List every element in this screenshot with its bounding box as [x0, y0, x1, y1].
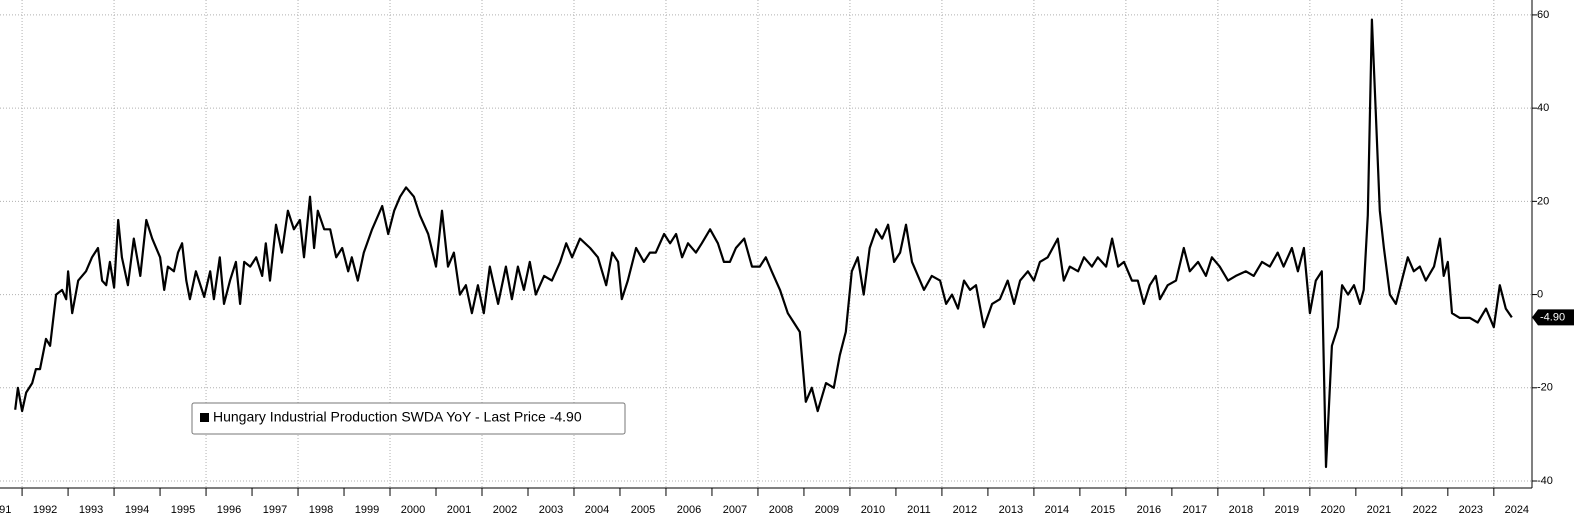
x-tick-label: 2012: [953, 504, 977, 516]
x-tick-label: 2023: [1459, 504, 1483, 516]
x-tick-label: 2007: [723, 504, 747, 516]
x-tick-label: 2024: [1505, 504, 1529, 516]
x-tick-label: 1995: [171, 504, 195, 516]
x-tick-label: 2003: [539, 504, 563, 516]
x-tick-label: 1993: [79, 504, 103, 516]
x-tick-label: 2021: [1367, 504, 1391, 516]
x-tick-label: 2009: [815, 504, 839, 516]
legend: Hungary Industrial Production SWDA YoY -…: [191, 402, 626, 435]
last-price-label: -4.90: [1540, 311, 1565, 323]
x-tick-label: 2018: [1229, 504, 1253, 516]
legend-label: Hungary Industrial Production SWDA YoY -…: [213, 409, 582, 425]
y-tick-label: 0: [1537, 288, 1543, 300]
y-tick-label: 20: [1537, 195, 1549, 207]
x-tick-label: 1999: [355, 504, 379, 516]
x-tick-label: 2015: [1091, 504, 1115, 516]
y-tick-label: 60: [1537, 9, 1549, 21]
x-tick-label: 1996: [217, 504, 241, 516]
x-tick-label: 2010: [861, 504, 885, 516]
x-tick-label: 1997: [263, 504, 287, 516]
x-tick-label: 2016: [1137, 504, 1161, 516]
x-tick-label: 2019: [1275, 504, 1299, 516]
x-tick-label: 2005: [631, 504, 655, 516]
line-series: [14, 18, 1513, 469]
x-tick-label: 2022: [1413, 504, 1437, 516]
x-tick-label: 2000: [401, 504, 425, 516]
x-tick-label: 2006: [677, 504, 701, 516]
x-tick-label: 2014: [1045, 504, 1069, 516]
legend-swatch: [200, 413, 209, 422]
x-tick-label: 2004: [585, 504, 609, 516]
legend-box: [191, 402, 626, 435]
x-tick-label: 1998: [309, 504, 333, 516]
x-tick-label: 1991: [0, 504, 11, 516]
x-tick-label: 2013: [999, 504, 1023, 516]
x-tick-label: 1992: [33, 504, 57, 516]
x-tick-label: 2020: [1321, 504, 1345, 516]
y-tick-label: -20: [1537, 382, 1553, 394]
last-price-box: [1532, 309, 1574, 326]
x-tick-label: 2011: [907, 504, 931, 516]
x-tick-label: 2001: [447, 504, 471, 516]
x-tick-label: 2002: [493, 504, 517, 516]
y-tick-label: -40: [1537, 475, 1553, 487]
x-tick-label: 2008: [769, 504, 793, 516]
y-tick-label: 40: [1537, 102, 1549, 114]
x-tick-label: 1994: [125, 504, 149, 516]
x-tick-label: 2017: [1183, 504, 1207, 516]
